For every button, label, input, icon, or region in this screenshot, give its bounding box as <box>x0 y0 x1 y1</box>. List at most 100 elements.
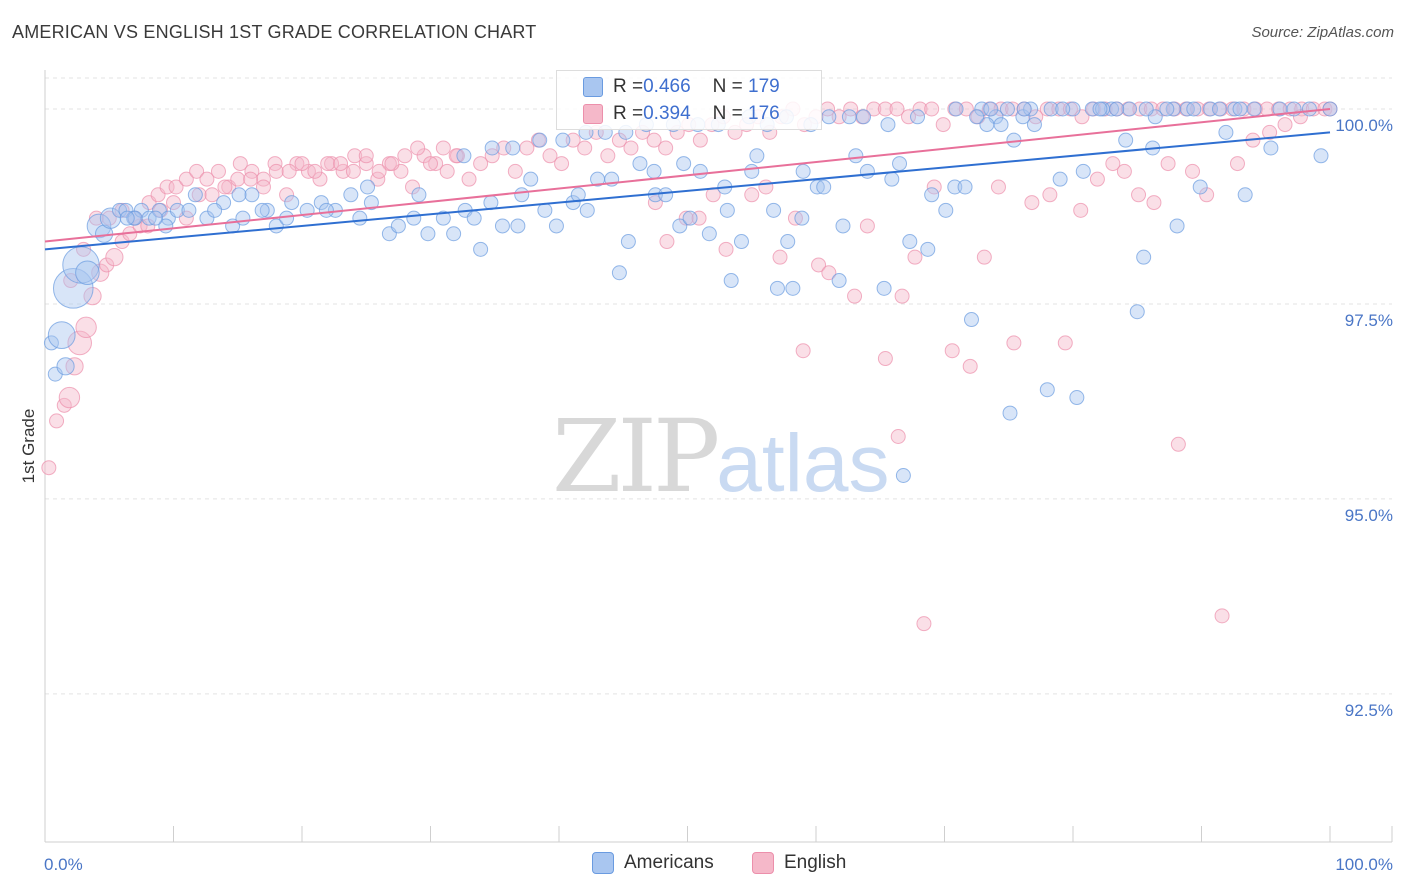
americans-point <box>856 109 872 125</box>
americans-trendline <box>44 131 1331 251</box>
americans-point <box>892 156 908 172</box>
english-point <box>268 163 284 179</box>
americans-point <box>723 273 739 289</box>
americans-point <box>279 210 295 226</box>
americans-point <box>259 202 275 218</box>
english-point <box>1042 187 1058 203</box>
legend-americans[interactable]: Americans <box>592 852 714 874</box>
americans-point <box>983 101 999 117</box>
english-point <box>1214 608 1230 624</box>
americans-r-value: 0.466 <box>643 76 691 97</box>
americans-point <box>1192 179 1208 195</box>
americans-point <box>494 218 510 234</box>
americans-point <box>957 179 973 195</box>
americans-point <box>133 202 149 218</box>
english-point <box>243 171 259 187</box>
americans-point <box>1122 101 1138 117</box>
english-point <box>300 163 316 179</box>
english-point <box>83 287 102 306</box>
english-point <box>577 140 593 156</box>
english-point <box>210 163 226 179</box>
y-tick-label: 100.0% <box>1335 116 1393 135</box>
americans-point <box>523 171 539 187</box>
english-point <box>1185 163 1201 179</box>
english-point <box>847 288 863 304</box>
americans-point <box>859 163 875 179</box>
americans-point <box>1092 101 1108 117</box>
english-point <box>831 109 847 125</box>
english-point <box>859 218 875 234</box>
watermark-atlas: atlas <box>716 418 890 509</box>
americans-point <box>235 210 251 226</box>
americans-point <box>1069 390 1085 406</box>
americans-point <box>1052 171 1068 187</box>
english-point <box>1277 117 1293 133</box>
americans-point <box>993 117 1009 133</box>
english-point <box>101 210 117 226</box>
americans-point <box>169 202 185 218</box>
americans-point <box>207 202 223 218</box>
americans-point <box>744 163 760 179</box>
english-point <box>358 156 374 172</box>
americans-point <box>733 234 749 250</box>
english-point <box>423 156 438 172</box>
english-trendline <box>44 107 1331 243</box>
english-point <box>1105 156 1121 172</box>
english-point <box>289 156 305 172</box>
english-point <box>916 616 932 632</box>
english-point <box>358 148 374 164</box>
americans-point <box>363 195 379 211</box>
english-point <box>1028 109 1044 125</box>
axes <box>44 70 1393 843</box>
americans-point <box>52 268 94 309</box>
english-point <box>907 249 923 265</box>
americans-point <box>284 195 300 211</box>
americans-point <box>112 202 128 218</box>
english-point <box>795 343 811 359</box>
americans-point <box>816 179 832 195</box>
english-point <box>397 148 413 164</box>
americans-point <box>1023 101 1039 117</box>
americans-point <box>1237 187 1253 203</box>
americans-point <box>466 210 482 226</box>
americans-point <box>658 187 674 203</box>
english-point <box>935 117 951 133</box>
english-point <box>75 316 97 339</box>
americans-point <box>780 234 796 250</box>
english-point <box>230 171 246 187</box>
legend-english[interactable]: English <box>752 852 846 874</box>
english-point <box>1116 163 1132 179</box>
english-point <box>58 386 81 409</box>
english-point <box>611 132 627 148</box>
english-point <box>821 265 837 281</box>
english-point <box>410 140 426 156</box>
english-point <box>416 148 432 164</box>
americans-point <box>924 187 940 203</box>
americans-point <box>1109 101 1125 117</box>
americans-point <box>318 202 334 218</box>
americans-point <box>343 187 359 203</box>
english-point <box>56 397 72 413</box>
english-point <box>1170 436 1186 452</box>
americans-point <box>1186 101 1202 117</box>
english-point <box>647 195 663 211</box>
english-point <box>758 179 774 195</box>
y-tick-label: 95.0% <box>1345 506 1393 525</box>
english-point <box>890 429 906 445</box>
english-point <box>345 163 361 179</box>
english-point <box>811 257 827 273</box>
americans-point <box>835 218 851 234</box>
english-point <box>1024 195 1040 211</box>
americans-point <box>1026 117 1042 133</box>
americans-point <box>749 148 765 164</box>
americans-point <box>56 357 75 376</box>
americans-point <box>719 202 735 218</box>
americans-point <box>446 226 462 242</box>
english-point <box>600 148 616 164</box>
english-point <box>692 132 708 148</box>
americans-point <box>910 109 926 125</box>
americans-point <box>1263 140 1279 156</box>
source-credit: Source: ZipAtlas.com <box>1251 24 1394 41</box>
y-axis-title: 1st Grade <box>19 409 38 484</box>
english-legend-label: English <box>784 852 847 873</box>
